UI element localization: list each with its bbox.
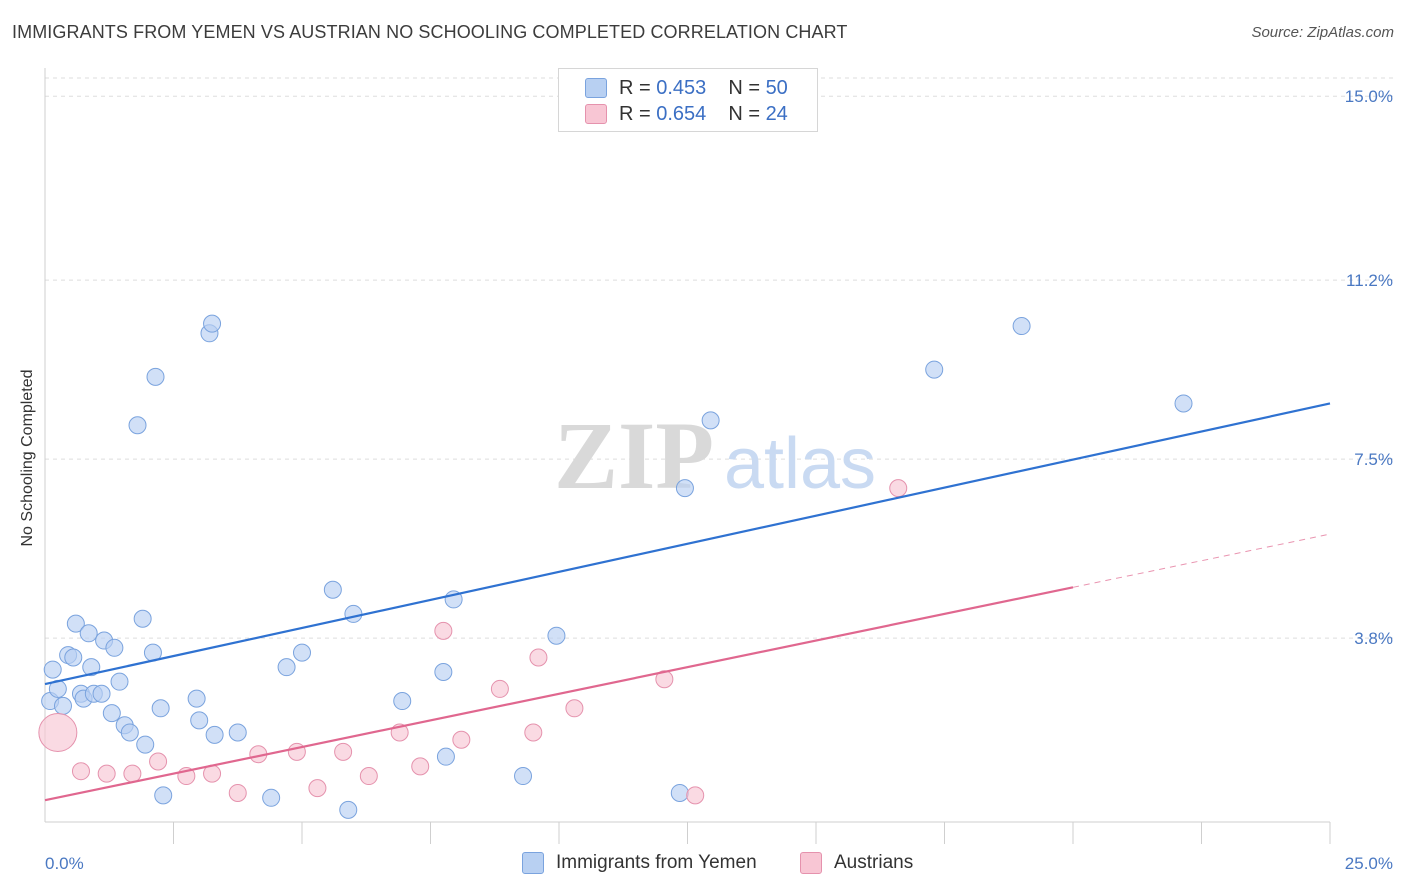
legend-n-value: 24 (765, 102, 788, 125)
point-yemen (393, 692, 412, 711)
watermark-atlas: atlas (724, 424, 876, 504)
legend-n-label: N = (728, 76, 766, 99)
y-tick-label: 11.2% (1346, 271, 1393, 290)
bottom-legend-austrians: Austrians (800, 852, 913, 874)
point-austrians (889, 479, 908, 498)
legend-row-yemen: R = 0.453 N = 50 (585, 76, 788, 100)
x-tick-label: 0.0% (45, 854, 84, 873)
point-yemen (925, 360, 944, 379)
trendline-yemen (44, 402, 1331, 686)
trendline-austrians (44, 586, 1074, 802)
legend-n-value: 50 (765, 76, 788, 99)
point-austrians (38, 712, 78, 752)
point-austrians (565, 699, 584, 718)
point-austrians (228, 783, 247, 802)
point-yemen (82, 658, 101, 677)
legend-swatch-pink (585, 104, 607, 124)
point-austrians (452, 730, 471, 749)
axes (44, 68, 1331, 844)
legend-label-yemen: Immigrants from Yemen (556, 852, 757, 873)
tick-labels: 3.8% 7.5% 11.2% 15.0% 0.0% 25.0% (45, 87, 1393, 873)
point-yemen (136, 735, 155, 754)
point-yemen (92, 684, 111, 703)
point-yemen (102, 704, 121, 723)
point-yemen (547, 626, 566, 645)
point-yemen (154, 786, 173, 805)
point-austrians (359, 767, 378, 786)
point-yemen (323, 580, 342, 599)
point-yemen (187, 689, 206, 708)
point-yemen (151, 699, 170, 718)
point-yemen (133, 609, 152, 628)
point-austrians (334, 742, 353, 761)
point-austrians (655, 670, 674, 689)
point-yemen (110, 672, 129, 691)
chart-title: IMMIGRANTS FROM YEMEN VS AUSTRIAN NO SCH… (12, 22, 848, 42)
point-austrians (434, 621, 453, 640)
legend-r-value: 0.654 (656, 102, 707, 125)
point-yemen (79, 624, 98, 643)
point-yemen (293, 643, 311, 662)
point-yemen (105, 638, 124, 657)
point-yemen (514, 767, 533, 786)
point-yemen (675, 479, 694, 498)
legend-r-label: R = (619, 102, 657, 125)
point-yemen (1174, 394, 1193, 413)
point-yemen (53, 696, 72, 715)
point-yemen (120, 723, 139, 742)
trendline-austrians-extension (1072, 533, 1331, 588)
point-yemen (277, 658, 296, 677)
point-austrians (411, 757, 430, 776)
legend-r-label: R = (619, 76, 657, 99)
point-yemen (344, 604, 363, 623)
trend-lines (44, 402, 1331, 802)
point-austrians (308, 779, 327, 798)
point-austrians (686, 786, 705, 805)
point-austrians (524, 723, 543, 742)
point-austrians (97, 764, 116, 783)
legend-swatch-yemen (522, 852, 544, 874)
point-yemen (262, 788, 281, 807)
point-yemen (66, 614, 85, 633)
legend-n-label: N = (728, 102, 766, 125)
legend-row-austrians: R = 0.654 N = 24 (585, 102, 788, 126)
grid-lines (45, 77, 1395, 639)
point-yemen (190, 711, 209, 730)
point-austrians (123, 764, 142, 783)
bottom-legend-yemen: Immigrants from Yemen (522, 852, 757, 874)
y-tick-label: 15.0% (1345, 87, 1393, 106)
correlation-legend: R = 0.453 N = 50 R = 0.654 N = 24 (558, 68, 818, 132)
point-yemen (339, 800, 358, 819)
point-yemen (205, 725, 224, 744)
point-yemen (434, 663, 453, 681)
point-austrians (71, 762, 90, 781)
point-yemen (203, 314, 222, 333)
point-austrians (149, 752, 168, 771)
x-tick-label: 25.0% (1345, 854, 1393, 873)
y-tick-label: 3.8% (1354, 629, 1393, 648)
point-yemen (228, 723, 247, 742)
legend-label-austrians: Austrians (834, 852, 914, 873)
source-credit: Source: ZipAtlas.com (1251, 24, 1394, 41)
point-yemen (701, 411, 720, 430)
point-austrians (529, 648, 548, 667)
point-yemen (436, 747, 455, 766)
point-yemen (146, 367, 165, 386)
point-yemen (64, 648, 83, 667)
point-yemen (670, 783, 689, 802)
y-tick-label: 7.5% (1354, 450, 1393, 469)
point-yemen (128, 416, 147, 435)
legend-swatch-austrians (800, 852, 822, 874)
data-points (38, 314, 1193, 819)
legend-r-value: 0.453 (656, 76, 707, 99)
legend-swatch-blue (585, 78, 607, 98)
point-austrians (490, 679, 509, 698)
point-yemen (1012, 317, 1031, 336)
point-yemen (43, 660, 62, 679)
